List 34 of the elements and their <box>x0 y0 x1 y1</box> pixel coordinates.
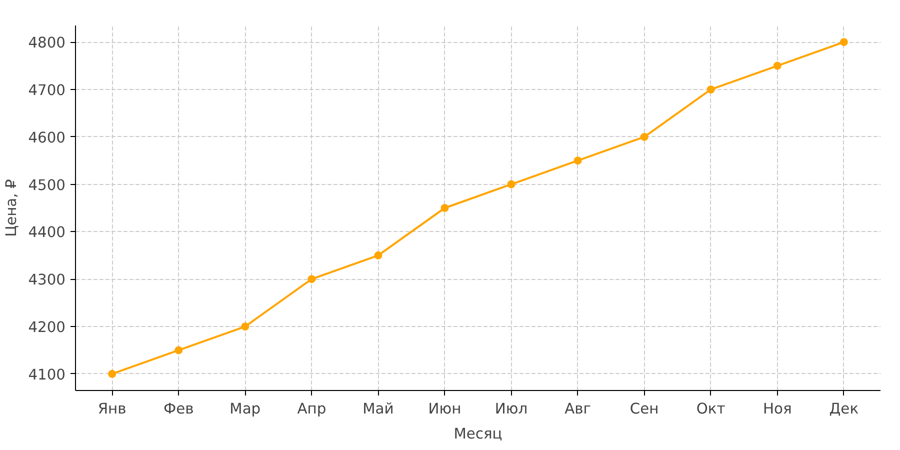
point <box>773 62 782 70</box>
point <box>507 180 516 188</box>
point <box>108 370 116 378</box>
x-tick-label: Авг <box>564 400 591 418</box>
point <box>574 156 582 165</box>
x-tick-label: Дек <box>829 400 859 418</box>
x-tick-label: Фев <box>163 400 194 418</box>
x-tick-label: Май <box>362 400 394 418</box>
point <box>308 275 316 284</box>
y-tick-label: 4200 <box>28 319 66 336</box>
point <box>706 86 715 94</box>
x-tick-label: Ноя <box>762 400 792 418</box>
point <box>174 346 183 354</box>
y-tick-label: 4100 <box>28 366 66 384</box>
x-axis-title: Месяц <box>454 426 502 442</box>
point <box>840 38 848 46</box>
x-tick-label: Июл <box>494 400 528 418</box>
point <box>640 132 648 141</box>
x-tick-label: Апр <box>297 400 326 418</box>
x-tick-label: Янв <box>98 400 126 418</box>
point <box>241 322 250 330</box>
x-tick-label: Сен <box>630 400 659 418</box>
y-tick-label: 4800 <box>28 34 66 52</box>
y-axis-title: Цена, ₽ <box>3 179 20 237</box>
x-tick-label: Июн <box>428 400 462 418</box>
x-tick-label: Мар <box>230 400 261 418</box>
point <box>374 251 382 260</box>
y-tick-label: 4300 <box>28 272 66 289</box>
point <box>440 204 449 212</box>
y-tick-label: 4500 <box>28 176 66 194</box>
y-tick-label: 4700 <box>28 82 66 99</box>
y-tick-label: 4400 <box>28 224 66 242</box>
y-tick-label: 4600 <box>28 129 66 146</box>
x-tick-label: Окт <box>696 400 726 418</box>
